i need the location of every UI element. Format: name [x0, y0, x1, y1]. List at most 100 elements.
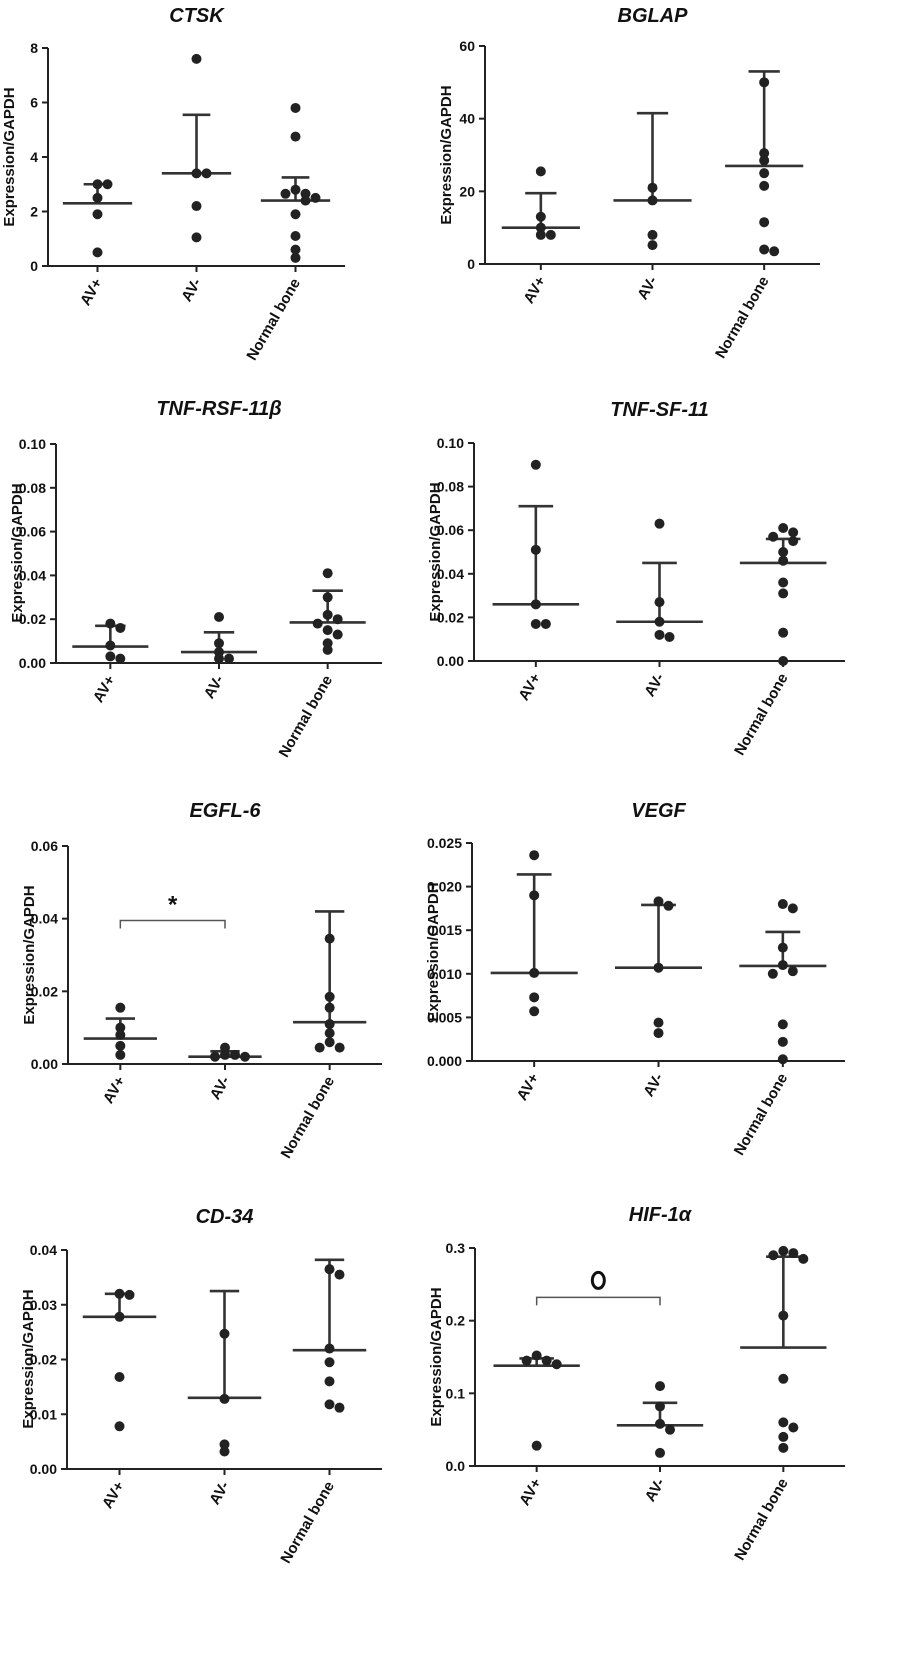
- x-tick-label: Normal bone: [276, 673, 337, 761]
- data-point: [778, 1442, 789, 1453]
- data-point: [778, 627, 789, 638]
- y-tick-label: 6: [30, 95, 38, 111]
- data-point: [654, 597, 665, 608]
- panel-title: BGLAP: [618, 5, 689, 27]
- data-point: [334, 1042, 345, 1053]
- data-point: [114, 1421, 125, 1432]
- y-tick-label: 0: [30, 258, 38, 274]
- data-point: [115, 1002, 126, 1013]
- data-point: [105, 640, 116, 651]
- y-tick-label: 0.10: [19, 436, 46, 452]
- data-point: [214, 653, 224, 664]
- data-point: [324, 1002, 335, 1013]
- x-tick-label: AV+: [515, 670, 544, 703]
- y-axis-label: Expression/GAPDH: [20, 1289, 37, 1428]
- data-point: [332, 614, 343, 625]
- data-point: [759, 217, 770, 228]
- data-point: [115, 653, 126, 664]
- y-axis-label: Expression/GAPDH: [9, 483, 26, 622]
- data-point: [654, 518, 665, 529]
- data-point: [531, 1350, 542, 1361]
- y-tick-label: 0.2: [446, 1313, 466, 1329]
- y-tick-label: 0: [467, 256, 475, 272]
- data-point: [290, 131, 301, 142]
- panel-4: EGFL-6 Expression/GAPDH 0.00 0.02 0.04 0.06 AV…: [21, 800, 382, 1161]
- data-point: [220, 1042, 230, 1053]
- data-point: [778, 656, 789, 666]
- data-point: [314, 1042, 325, 1053]
- data-point: [92, 209, 103, 220]
- data-point: [191, 232, 202, 243]
- data-point: [114, 1311, 125, 1322]
- data-point: [324, 1264, 335, 1275]
- x-tick-label: AV+: [99, 1478, 128, 1511]
- y-tick-label: 0.00: [437, 653, 464, 669]
- data-point: [115, 1029, 126, 1040]
- data-point: [214, 638, 224, 649]
- data-point: [290, 231, 301, 242]
- y-tick-label: 0.06: [437, 522, 464, 538]
- data-point: [322, 568, 333, 579]
- data-point: [219, 1393, 230, 1404]
- y-axis-label: Expression/GAPDH: [428, 1287, 445, 1426]
- data-point: [778, 1310, 789, 1321]
- data-point: [664, 632, 675, 643]
- data-point: [114, 1372, 125, 1383]
- data-point: [290, 102, 301, 113]
- data-point: [788, 1248, 799, 1259]
- panel-title: TNF-SF-11: [610, 399, 709, 421]
- data-point: [647, 182, 658, 193]
- data-point: [324, 991, 335, 1002]
- data-point: [324, 1028, 335, 1039]
- data-point: [767, 968, 778, 979]
- y-axis-label: Expression/GAPDH: [21, 885, 38, 1024]
- y-axis-label: Expression/GAPDH: [438, 85, 455, 224]
- data-point: [551, 1359, 562, 1370]
- y-tick-label: 0.01: [30, 1406, 57, 1422]
- data-point: [290, 244, 301, 255]
- data-point: [777, 899, 788, 910]
- data-point: [324, 933, 335, 944]
- data-point: [654, 616, 665, 627]
- y-tick-label: 8: [30, 40, 38, 56]
- x-tick-label: AV+: [514, 1070, 543, 1103]
- data-point: [541, 1355, 552, 1366]
- data-point: [778, 523, 789, 534]
- significance-bracket: [119, 919, 226, 929]
- x-tick-label: Normal bone: [712, 274, 773, 362]
- data-point: [778, 1245, 789, 1256]
- data-point: [230, 1049, 240, 1060]
- data-point: [105, 618, 116, 629]
- data-point: [219, 1446, 230, 1457]
- y-tick-label: 0.025: [427, 835, 462, 851]
- data-point: [529, 850, 540, 861]
- panel-title: TNF-RSF-11β: [156, 398, 281, 420]
- data-point: [114, 1288, 125, 1299]
- data-point: [322, 609, 333, 620]
- panel-0: CTSK Expression/GAPDH 0 2 4 6 8 AV+ AV- Normal bo…: [1, 5, 345, 363]
- significance-marker: [590, 1270, 606, 1290]
- data-point: [653, 1017, 664, 1028]
- data-point: [290, 184, 301, 195]
- data-point: [102, 179, 113, 190]
- data-point: [759, 155, 770, 166]
- x-tick-label: AV-: [640, 1071, 667, 1100]
- y-tick-label: 0.010: [427, 966, 462, 982]
- data-point: [655, 1401, 665, 1412]
- data-point: [310, 192, 321, 203]
- data-point: [191, 201, 202, 212]
- data-point: [224, 653, 234, 664]
- data-point: [535, 211, 546, 222]
- data-point: [530, 459, 541, 470]
- y-tick-label: 20: [459, 183, 475, 199]
- panel-1: BGLAP Expression/GAPDH 0 20 40 60 AV+ AV- Normal…: [438, 5, 820, 361]
- y-tick-label: 4: [30, 149, 38, 165]
- data-point: [322, 644, 333, 655]
- y-tick-label: 0.06: [31, 838, 58, 854]
- data-point: [324, 1376, 335, 1387]
- y-tick-label: 40: [459, 111, 475, 127]
- data-point: [759, 168, 770, 179]
- data-point: [759, 77, 770, 88]
- data-point: [530, 599, 541, 610]
